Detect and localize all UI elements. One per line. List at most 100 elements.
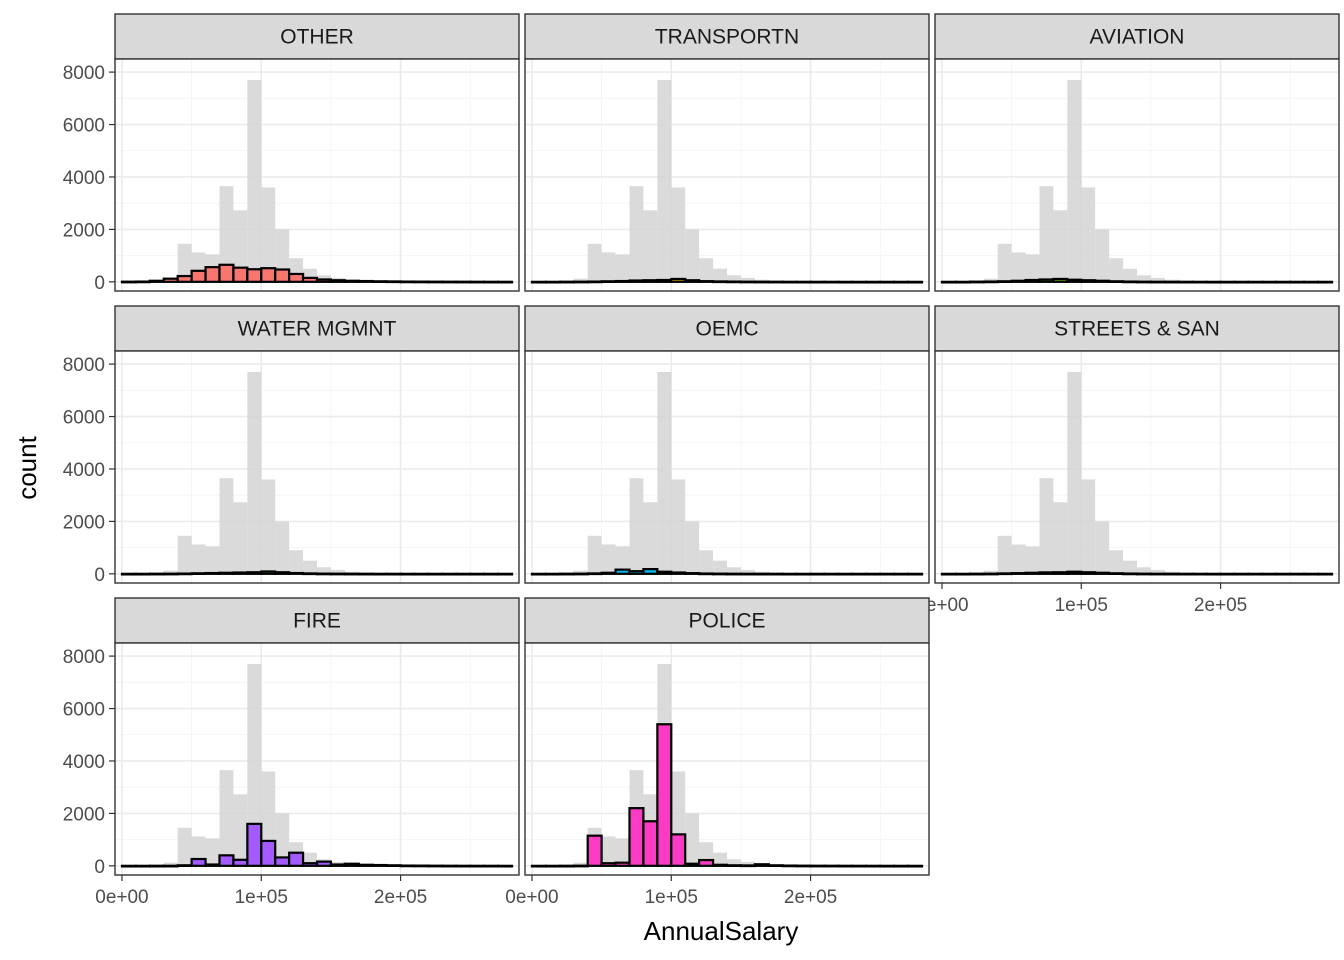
- histogram-bar: [483, 864, 500, 868]
- histogram-bar: [600, 280, 617, 284]
- background-bar: [587, 243, 602, 282]
- background-bar: [699, 258, 714, 282]
- histogram-bar: [544, 280, 561, 284]
- histogram-bar: [288, 571, 305, 575]
- histogram-bar: [823, 864, 840, 868]
- histogram-bar: [1219, 572, 1236, 576]
- histogram-bar: [120, 572, 137, 576]
- histogram-bar: [1149, 572, 1166, 576]
- histogram-bar: [837, 864, 854, 868]
- histogram-bar: [441, 572, 458, 576]
- x-tick-label: 0e+00: [505, 887, 558, 908]
- histogram-bar: [1289, 572, 1306, 576]
- histogram-bar: [954, 280, 971, 284]
- histogram-bar: [357, 572, 374, 576]
- histogram-bar: [1094, 279, 1111, 283]
- histogram-bar: [940, 280, 957, 284]
- department-histogram-water-mgmnt: [120, 570, 514, 576]
- histogram-bar: [1052, 277, 1069, 283]
- histogram-bar: [670, 571, 687, 575]
- histogram-bar: [204, 571, 221, 575]
- background-bar: [233, 502, 248, 574]
- histogram-bar: [301, 276, 319, 283]
- histogram-bar: [1108, 280, 1125, 284]
- histogram-bar: [1080, 279, 1097, 283]
- panel-background: [935, 351, 1339, 583]
- histogram-bar: [572, 572, 589, 576]
- histogram-bar: [413, 864, 430, 868]
- background-bar: [289, 550, 304, 574]
- histogram-bar: [670, 833, 687, 867]
- background-bar: [629, 186, 644, 282]
- histogram-bar: [996, 280, 1013, 284]
- x-tick-label: 2e+05: [784, 887, 837, 908]
- histogram-bar: [1163, 280, 1180, 284]
- histogram-bar: [642, 568, 659, 575]
- histogram-bar: [698, 858, 715, 867]
- histogram-bar: [232, 858, 249, 867]
- panel-border: [524, 350, 930, 584]
- facet-panel-water-mgmnt: WATER MGMNT 0 2000 4000 6000 8000: [63, 305, 520, 586]
- background-bar: [219, 770, 234, 866]
- y-tick-label: 6000: [63, 700, 105, 721]
- histogram-bar: [1191, 280, 1208, 284]
- histogram-bar: [907, 280, 924, 284]
- x-tick-label: 2e+05: [1194, 595, 1247, 616]
- histogram-bar: [879, 864, 896, 868]
- panel-border: [114, 58, 520, 292]
- histogram-bar: [1080, 571, 1097, 575]
- histogram-bar: [642, 820, 659, 867]
- histogram-bar: [865, 864, 882, 868]
- histogram-bar: [1261, 572, 1278, 576]
- background-bar: [303, 560, 317, 574]
- background-bar: [1011, 544, 1026, 574]
- department-histogram-fire: [120, 822, 514, 868]
- histogram-bar: [343, 279, 360, 283]
- panel-border: [524, 642, 930, 876]
- background-bar: [1123, 560, 1137, 574]
- histogram-bar: [1247, 280, 1264, 284]
- histogram-bar: [1108, 572, 1125, 576]
- histogram-bar: [600, 571, 617, 575]
- histogram-bar: [684, 279, 701, 283]
- histogram-bar: [301, 862, 319, 867]
- background-bar: [1039, 478, 1054, 574]
- background-bar: [233, 210, 248, 282]
- background-bar: [1095, 229, 1110, 282]
- histogram-bar: [572, 280, 589, 284]
- histogram-bar: [288, 851, 305, 867]
- histogram-bar: [698, 280, 715, 283]
- background-bar: [573, 570, 588, 574]
- histogram-bar: [1205, 280, 1222, 284]
- histogram-bar: [232, 266, 249, 283]
- histogram-bar: [427, 280, 444, 284]
- histogram-bar: [982, 572, 999, 576]
- background-bar: [657, 79, 672, 282]
- histogram-bar: [399, 280, 416, 284]
- background-bar: [1039, 186, 1054, 282]
- histogram-bar: [399, 572, 416, 576]
- background-bar: [261, 187, 276, 282]
- background-histogram: [121, 371, 513, 574]
- background-bar: [219, 186, 234, 282]
- histogram-bar: [907, 572, 924, 576]
- histogram-bar: [162, 277, 179, 283]
- histogram-bar: [907, 864, 924, 868]
- background-bar: [247, 79, 262, 282]
- background-bar: [1081, 479, 1096, 574]
- histogram-bar: [343, 572, 360, 576]
- background-bar: [1109, 258, 1124, 282]
- histogram-bar: [809, 864, 826, 868]
- histogram-bar: [1317, 280, 1334, 284]
- x-tick-label: 1e+05: [1055, 595, 1108, 616]
- histogram-bar: [893, 280, 910, 284]
- histogram-bar: [190, 269, 207, 283]
- background-bar: [727, 275, 741, 282]
- histogram-bar: [1233, 572, 1250, 576]
- background-bar: [1025, 546, 1040, 574]
- histogram-bar: [586, 280, 603, 284]
- background-bar: [671, 187, 686, 282]
- histogram-bar: [218, 854, 235, 867]
- facet-strip-label: WATER MGMNT: [238, 318, 397, 341]
